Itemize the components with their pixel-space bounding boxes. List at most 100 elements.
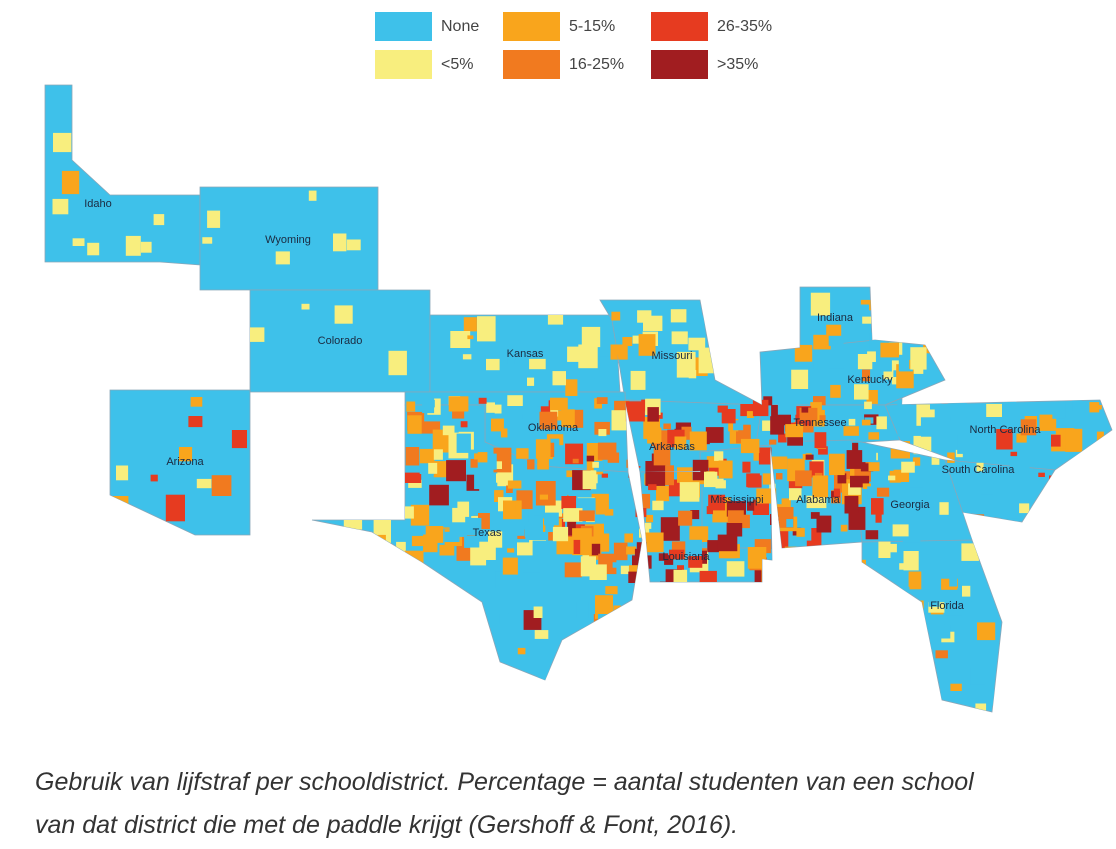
district-patch bbox=[202, 237, 213, 244]
district-patch bbox=[488, 531, 503, 548]
district-patch bbox=[604, 509, 614, 516]
district-patch bbox=[699, 570, 717, 588]
district-patch bbox=[533, 606, 543, 618]
district-patch bbox=[460, 421, 468, 428]
district-patch bbox=[679, 482, 700, 502]
district-patch bbox=[993, 474, 1005, 484]
district-patch bbox=[429, 484, 449, 506]
state-label: Louisiana bbox=[662, 551, 710, 563]
district-patch bbox=[791, 557, 811, 574]
district-patch bbox=[674, 436, 687, 450]
district-patch bbox=[125, 235, 141, 256]
district-patch bbox=[844, 495, 859, 514]
district-patch bbox=[812, 475, 829, 498]
district-patch bbox=[632, 335, 644, 344]
district-patch bbox=[806, 540, 822, 551]
district-patch bbox=[536, 395, 549, 407]
district-patch bbox=[908, 608, 929, 635]
legend-label: 5-15% bbox=[569, 18, 615, 35]
district-patch bbox=[111, 496, 129, 518]
district-patch bbox=[928, 599, 940, 607]
district-patch bbox=[880, 342, 899, 358]
district-patch bbox=[433, 449, 443, 460]
district-patch bbox=[878, 541, 891, 558]
district-patch bbox=[581, 326, 601, 348]
map: None <5% 5-15% 16-25% 26-35% >35% Idaho Wyomin… bbox=[44, 12, 1113, 713]
district-patch bbox=[353, 643, 370, 666]
legend-label: 16-25% bbox=[569, 56, 624, 73]
district-patch bbox=[484, 498, 501, 510]
district-patch bbox=[971, 422, 988, 438]
district-patch bbox=[249, 327, 265, 342]
district-patch bbox=[670, 309, 687, 323]
district-patch bbox=[611, 410, 629, 431]
district-patch bbox=[975, 703, 987, 712]
district-patch bbox=[223, 338, 242, 351]
district-patch bbox=[1012, 425, 1021, 433]
district-patch bbox=[601, 473, 608, 478]
district-patch bbox=[404, 550, 424, 577]
district-patch bbox=[539, 411, 558, 430]
district-patch bbox=[705, 427, 724, 443]
district-patch bbox=[1053, 504, 1069, 519]
district-patch bbox=[785, 424, 804, 438]
district-patch bbox=[901, 461, 915, 473]
district-patch bbox=[936, 546, 948, 554]
district-patch bbox=[140, 241, 152, 253]
district-patch bbox=[883, 650, 901, 672]
district-patch bbox=[87, 242, 100, 256]
district-patch bbox=[518, 478, 528, 486]
district-patch bbox=[862, 449, 877, 463]
district-patch bbox=[777, 403, 797, 415]
district-patch bbox=[778, 433, 787, 443]
district-patch bbox=[689, 431, 707, 451]
district-patch bbox=[605, 586, 618, 595]
district-patch bbox=[486, 358, 500, 371]
district-patch bbox=[165, 144, 177, 153]
district-patch bbox=[432, 429, 452, 453]
district-patch bbox=[1078, 452, 1091, 461]
state-label: Indiana bbox=[817, 312, 854, 324]
district-patch bbox=[899, 563, 910, 570]
state-label: Idaho bbox=[84, 198, 112, 210]
district-patch bbox=[690, 315, 706, 326]
district-patch bbox=[908, 490, 916, 499]
district-patch bbox=[582, 621, 591, 633]
district-patch bbox=[505, 504, 516, 513]
caption-line: van dat district die met de paddle krijg… bbox=[35, 811, 739, 839]
district-patch bbox=[810, 512, 820, 519]
district-patch bbox=[561, 496, 577, 509]
district-patch bbox=[1039, 414, 1057, 431]
district-patch bbox=[410, 504, 430, 526]
district-patch bbox=[794, 344, 813, 362]
district-patch bbox=[594, 356, 611, 379]
district-patch bbox=[818, 446, 828, 455]
district-patch bbox=[645, 461, 666, 486]
district-patch bbox=[84, 122, 104, 146]
district-patch bbox=[656, 485, 670, 502]
district-patch bbox=[862, 483, 871, 489]
district-patch bbox=[411, 535, 428, 547]
district-patch bbox=[766, 299, 787, 317]
district-patch bbox=[567, 346, 581, 362]
district-patch bbox=[976, 535, 996, 555]
district-patch bbox=[747, 475, 762, 488]
state-label: Arizona bbox=[166, 456, 204, 468]
district-patch bbox=[595, 595, 613, 619]
district-patch bbox=[846, 450, 866, 469]
district-patch bbox=[769, 340, 778, 349]
district-patch bbox=[1049, 475, 1061, 491]
district-patch bbox=[867, 486, 877, 499]
district-patch bbox=[507, 356, 515, 365]
district-patch bbox=[401, 263, 417, 282]
district-patch bbox=[550, 397, 568, 411]
district-patch bbox=[610, 344, 628, 360]
district-patch bbox=[396, 541, 406, 553]
district-patch bbox=[196, 478, 212, 489]
district-patch bbox=[584, 632, 603, 646]
district-patch bbox=[500, 428, 508, 438]
district-patch bbox=[942, 596, 956, 604]
district-patch bbox=[552, 371, 566, 386]
district-patch bbox=[935, 650, 948, 659]
district-patch bbox=[535, 481, 556, 506]
